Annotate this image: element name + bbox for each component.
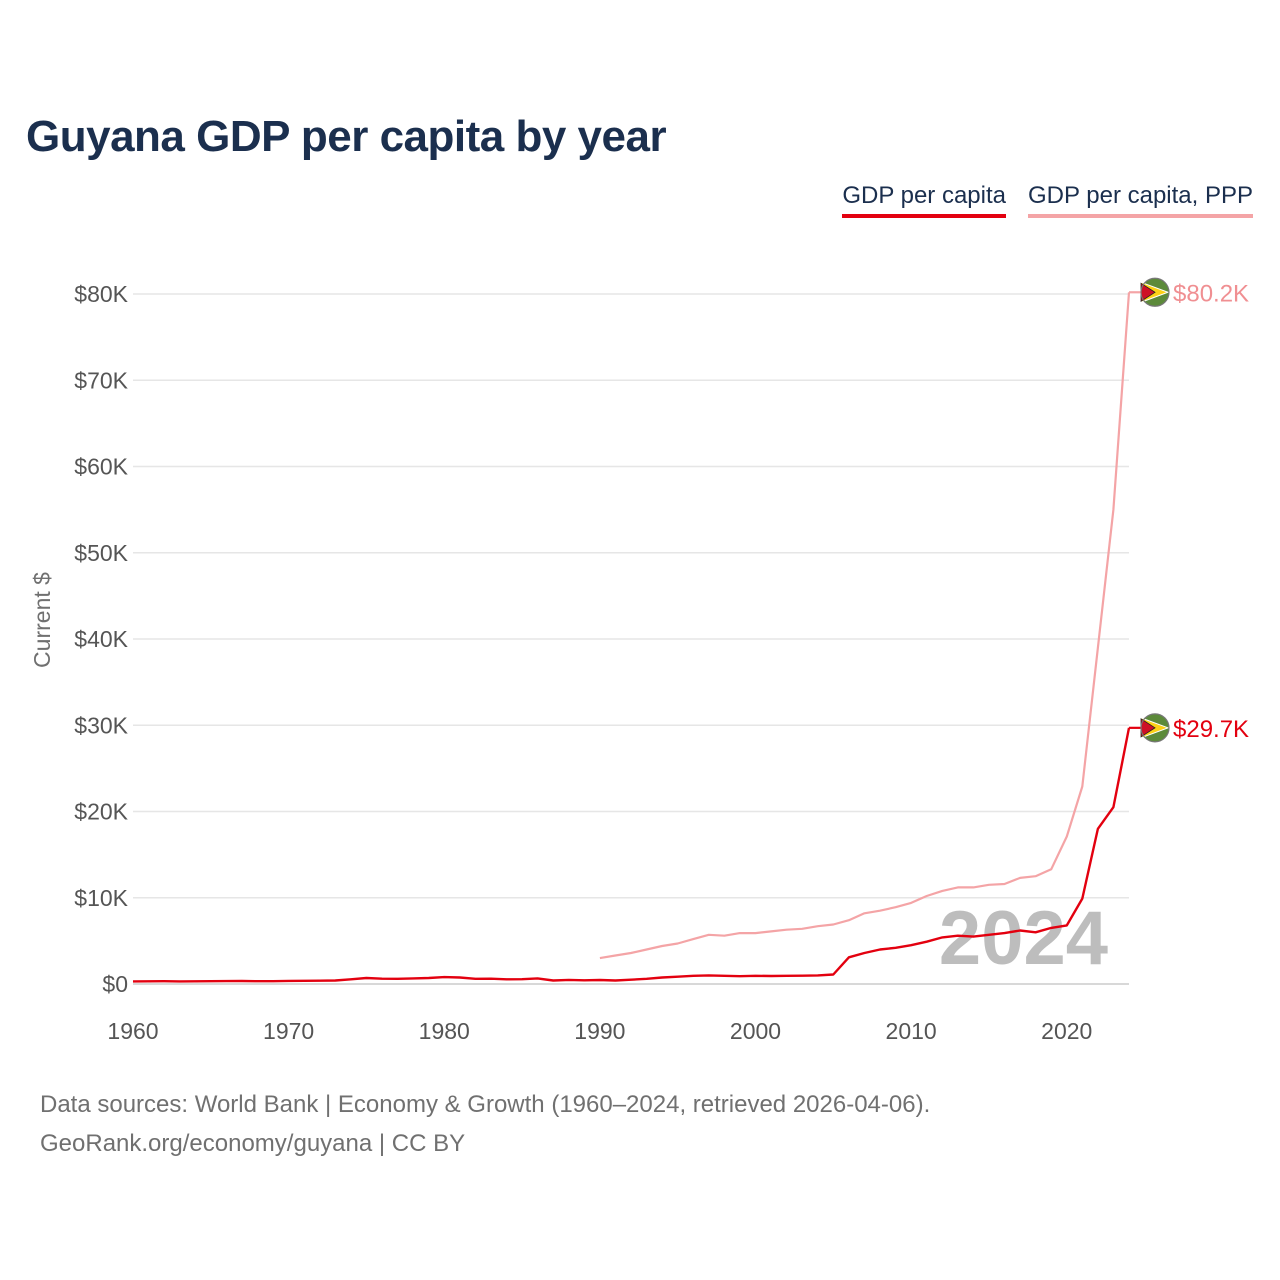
x-tick-label: 1990: [574, 1018, 625, 1044]
y-tick-label: $80K: [74, 281, 128, 307]
x-axis-ticks: 1960 1970 1980 1990 2000 2010 2020: [107, 1018, 1092, 1044]
y-axis-title: Current $: [29, 572, 55, 668]
end-value-label-gdp: $29.7K: [1173, 716, 1249, 743]
y-tick-label: $10K: [74, 885, 128, 911]
x-tick-label: 2000: [730, 1018, 781, 1044]
y-axis-ticks: $0 $10K $20K $30K $40K $50K $60K $70K $80K: [74, 281, 128, 997]
flag-outline: [1140, 713, 1170, 743]
y-tick-label: $40K: [74, 626, 128, 652]
guyana-flag-icon: [1140, 277, 1170, 307]
end-markers: $80.2K $29.7K: [1129, 277, 1249, 743]
x-tick-label: 1960: [107, 1018, 158, 1044]
x-tick-label: 1970: [263, 1018, 314, 1044]
legend: GDP per capita GDP per capita, PPP: [842, 182, 1253, 218]
series-lines: [132, 292, 1131, 983]
series-line-ppp[interactable]: [599, 292, 1131, 960]
y-tick-label: $60K: [74, 454, 128, 480]
line-chart: $0$10K$20K$30K$40K$50K$60K$70K$80K 1960 1…: [29, 277, 1249, 1044]
source-url-text[interactable]: GeoRank.org/economy/guyana | CC BY: [40, 1130, 466, 1157]
x-tick-label: 2010: [886, 1018, 937, 1044]
x-tick-label: 2020: [1041, 1018, 1092, 1044]
legend-item-gdp[interactable]: GDP per capita: [842, 182, 1006, 218]
series-line-gdp[interactable]: [132, 727, 1131, 983]
end-value-label-ppp: $80.2K: [1173, 280, 1249, 307]
x-tick-label: 1980: [419, 1018, 470, 1044]
y-tick-label: $50K: [74, 540, 128, 566]
y-tick-label: $70K: [74, 367, 128, 393]
y-tick-label: $30K: [74, 712, 128, 738]
guyana-flag-icon: [1140, 713, 1170, 743]
flag-outline: [1140, 277, 1170, 307]
legend-item-gdp-ppp[interactable]: GDP per capita, PPP: [1028, 182, 1253, 218]
year-watermark: 2024: [939, 896, 1108, 981]
gridlines: [133, 293, 1129, 985]
footer: Data sources: World Bank | Economy & Gro…: [40, 1085, 930, 1163]
data-sources-text: Data sources: World Bank | Economy & Gro…: [40, 1091, 931, 1118]
chart-title: Guyana GDP per capita by year: [26, 112, 667, 161]
y-tick-label: $0: [102, 971, 128, 997]
y-tick-label: $20K: [74, 799, 128, 825]
